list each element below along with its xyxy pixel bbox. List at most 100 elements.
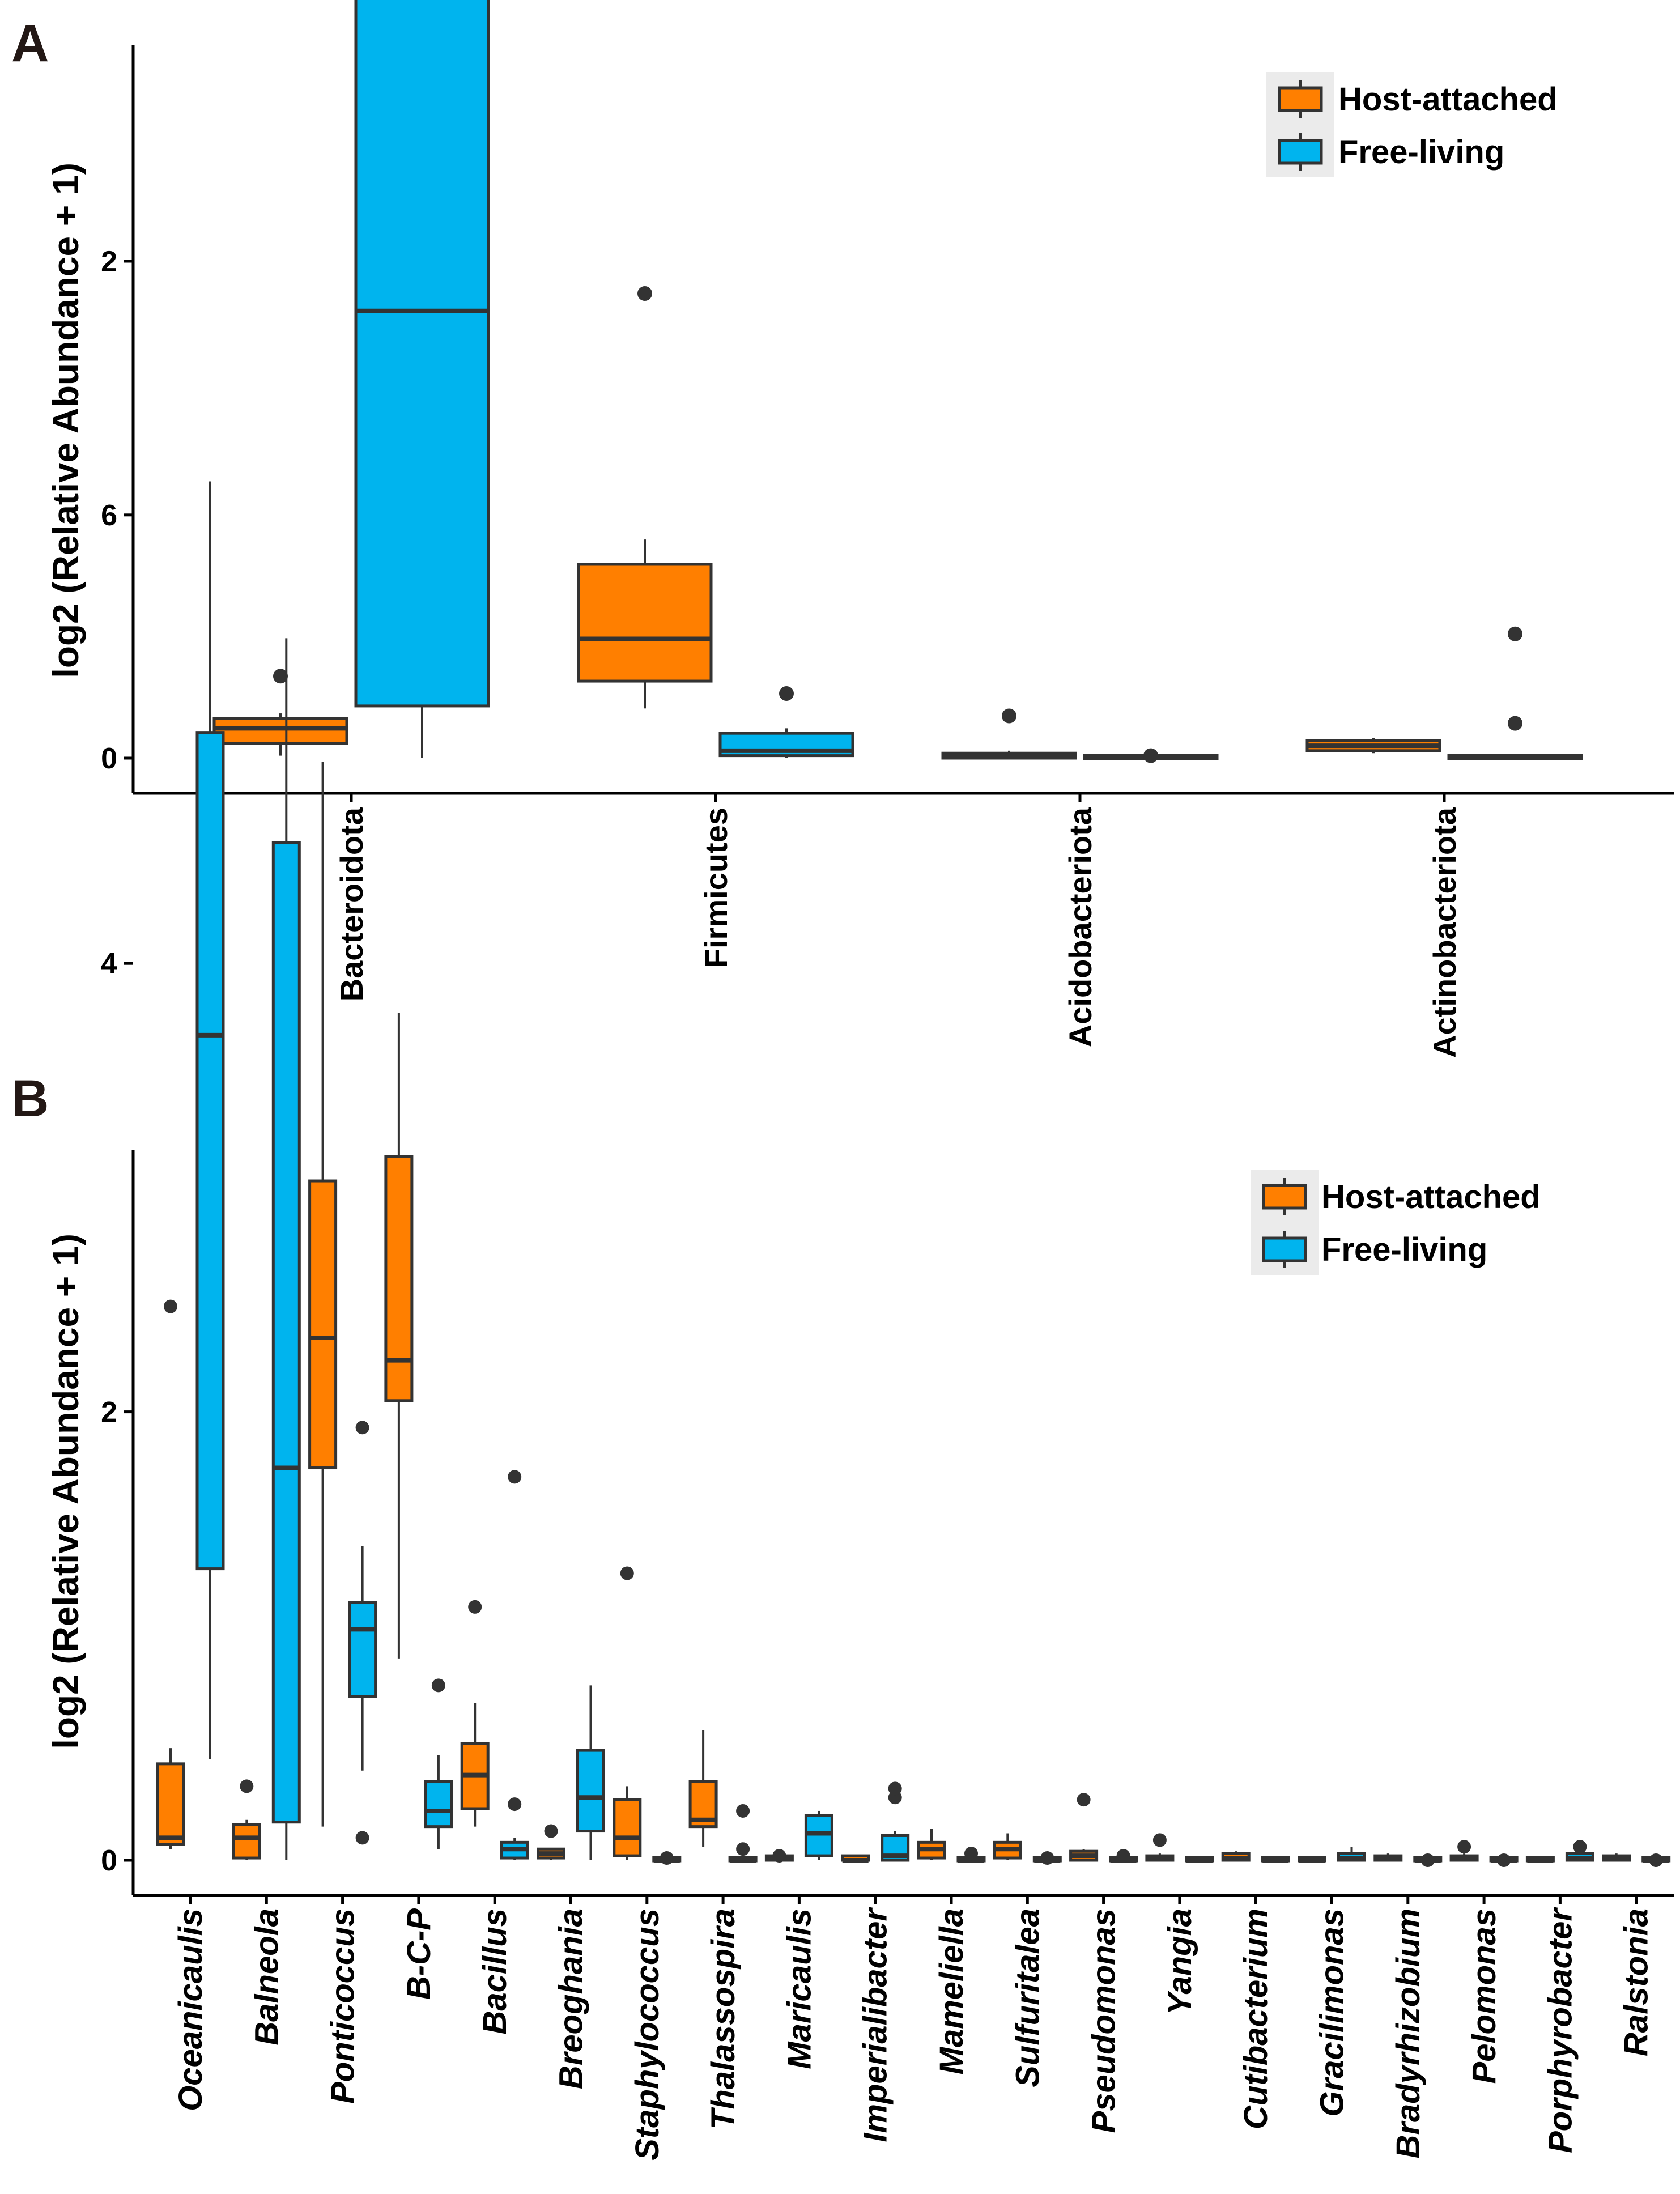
panel-a-x-tick-label: Bacteroidota: [334, 807, 369, 1001]
panel-b-x-tick-label: Maricaulis: [781, 1908, 818, 2069]
panel-a-x-tick-label: Firmicutes: [698, 807, 734, 968]
panel-a-letter: A: [11, 15, 49, 73]
panel-b-x-tick-label: Pelomonas: [1466, 1908, 1503, 2084]
panel-b-box-free-living: [348, 1421, 377, 1845]
box-iqr: [576, 1749, 605, 1833]
box-iqr: [424, 1780, 453, 1829]
outlier-point: [888, 1781, 902, 1796]
outlier-point: [1143, 748, 1158, 763]
outlier-point: [1420, 1853, 1435, 1867]
panel-a-box-host-attached: [212, 669, 348, 756]
outlier-point: [1077, 1793, 1091, 1807]
panel-b-box-host-attached: [384, 1013, 414, 1659]
panel-b-box-free-living: [500, 1470, 529, 1860]
outlier-point: [1508, 716, 1522, 731]
panel-b-x-tick-label: Thalassospira: [705, 1908, 742, 2129]
box-iqr: [271, 841, 301, 1824]
panel-b-box-host-attached: [688, 1730, 718, 1847]
panel-a-legend-key-host-attached: [1278, 86, 1323, 112]
outlier-point: [544, 1824, 558, 1838]
panel-a-legend-key-free-living: [1278, 139, 1323, 165]
panel-b-box-host-attached: [613, 1566, 642, 1860]
outlier-point: [736, 1842, 750, 1856]
panel-a-box-free-living: [1083, 748, 1219, 763]
panel-b-x-tick-label: Cutibacterium: [1237, 1908, 1274, 2129]
panel-a: A log2 (Relative Abundance + 1) 0 2 4 Bact…: [11, 0, 1674, 1058]
panel-b: B log2 (Relative Abundance + 1) 0 2 4 6 Oce…: [11, 481, 1674, 2161]
box-iqr: [577, 563, 713, 683]
outlier-point: [1152, 1833, 1167, 1847]
panel-b-box-free-living: [271, 638, 301, 1860]
outlier-point: [164, 1299, 177, 1313]
panel-b-box-free-living: [1032, 1851, 1062, 1865]
panel-b-x-tick-label: Sulfuritalea: [1009, 1908, 1046, 2087]
panel-b-box-free-living: [956, 1847, 986, 1863]
box-iqr: [354, 0, 490, 708]
panel-a-box-free-living: [718, 686, 854, 758]
panel-a-axes: [131, 45, 1674, 795]
outlier-point: [508, 1470, 522, 1484]
panel-b-box-free-living: [728, 1804, 758, 1863]
panel-a-y-tick-label: 0: [101, 742, 117, 775]
panel-b-letter: B: [11, 1070, 49, 1128]
outlier-point: [660, 1851, 674, 1865]
outlier-point: [508, 1797, 522, 1812]
panel-b-y-tick-label: 0: [101, 1844, 117, 1877]
outlier-point: [1573, 1840, 1587, 1854]
panel-b-box-free-living: [424, 1678, 453, 1849]
panel-b-box-host-attached: [232, 1779, 261, 1860]
panel-a-y-ticks: 024: [101, 245, 133, 775]
outlier-point: [620, 1566, 634, 1580]
box-iqr: [232, 1823, 261, 1860]
panel-b-box-host-attached: [764, 1849, 794, 1863]
panel-b-legend-label-free-living: Free-living: [1321, 1231, 1487, 1268]
panel-b-box-host-attached: [841, 1854, 870, 1863]
outlier-point: [1497, 1853, 1511, 1867]
panel-a-legend-label-free-living: Free-living: [1338, 134, 1504, 171]
panel-a-box-host-attached: [941, 708, 1077, 760]
box-iqr: [195, 731, 225, 1571]
outlier-point: [779, 686, 794, 701]
panel-a-y-tick-label: 2: [101, 245, 117, 278]
panel-b-box-host-attached: [460, 1600, 490, 1827]
panel-b-legend-label-host-attached: Host-attached: [1321, 1179, 1541, 1215]
outlier-point: [355, 1831, 369, 1845]
panel-a-y-axis-label: log2 (Relative Abundance + 1): [45, 163, 86, 678]
panel-b-box-host-attached: [1145, 1833, 1175, 1862]
panel-a-legend: Host-attached Free-living: [1266, 72, 1558, 177]
outlier-point: [1508, 626, 1522, 641]
box-iqr: [156, 1762, 185, 1846]
panel-b-box-host-attached: [1221, 1851, 1251, 1862]
panel-b-box-free-living: [1109, 1849, 1138, 1863]
panel-b-y-ticks: 0 2 4 6: [101, 499, 133, 1877]
panel-b-box-free-living: [881, 1781, 910, 1862]
panel-b-box-host-attached: [308, 762, 338, 1827]
panel-b-box-free-living: [1185, 1856, 1214, 1863]
panel-b-box-free-living: [576, 1685, 605, 1860]
outlier-point: [637, 286, 652, 301]
panel-b-box-host-attached: [993, 1833, 1022, 1860]
outlier-point: [964, 1847, 978, 1861]
panel-b-x-tick-label: B-C-P: [401, 1908, 437, 2000]
panel-b-box-free-living: [652, 1851, 682, 1865]
panel-b-axes: [131, 1150, 1674, 1897]
outlier-point: [772, 1849, 786, 1863]
panel-b-box-free-living: [1489, 1853, 1519, 1867]
panel-b-x-tick-label: Yangia: [1162, 1908, 1198, 2015]
outlier-point: [1116, 1849, 1130, 1863]
panel-a-box-free-living: [1447, 626, 1583, 760]
panel-b-x-tick-label: Porphyrobacter: [1542, 1907, 1579, 2153]
panel-a-x-tick-label: Acidobacteriota: [1062, 807, 1098, 1047]
panel-b-box-host-attached: [156, 1299, 185, 1849]
panel-a-legend-label-host-attached: Host-attached: [1338, 81, 1558, 118]
panel-b-legend-key-free-living: [1262, 1236, 1307, 1262]
box-iqr: [613, 1798, 642, 1857]
outlier-point: [273, 669, 288, 684]
panel-b-box-host-attached: [1525, 1856, 1555, 1863]
panel-b-box-free-living: [804, 1810, 833, 1860]
panel-b-x-tick-label: Breoghania: [553, 1908, 590, 2089]
panel-b-x-tick-label: Mameliella: [933, 1908, 970, 2074]
outlier-point: [468, 1600, 482, 1614]
panel-b-box-host-attached: [537, 1824, 565, 1860]
